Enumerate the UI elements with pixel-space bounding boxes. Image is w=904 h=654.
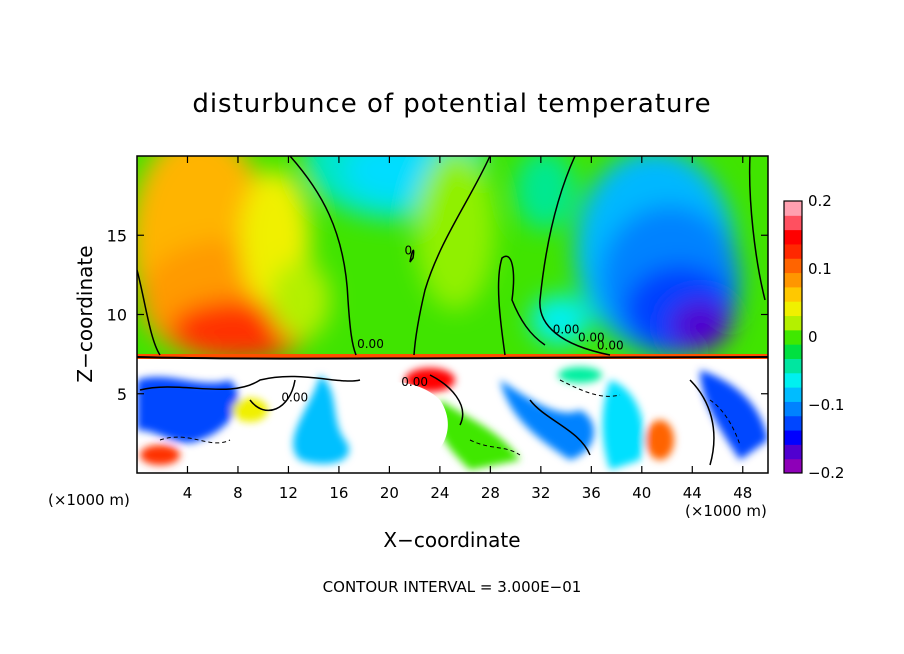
colorbar-swatch [784,215,802,231]
x-tick-label: 44 [683,484,702,502]
x-axis: 4 8 12 16 20 24 28 32 36 40 44 48 [183,156,752,502]
y-axis-title: Z−coordinate [73,245,97,382]
x-unit-left: (×1000 m) [48,491,130,509]
contour-label: 0.00 [281,391,308,405]
interface-layer [137,354,768,359]
x-tick-label: 16 [329,484,348,502]
contour-label: 0.00 [357,337,384,351]
colorbar-swatch [784,401,802,417]
x-tick-label: 12 [279,484,298,502]
x-tick-label: 48 [733,484,752,502]
x-tick-label: 36 [582,484,601,502]
lower-field [137,367,768,470]
x-tick-label: 20 [380,484,399,502]
colorbar-swatch [784,444,802,460]
colorbar-swatch [784,344,802,359]
colorbar-swatch [784,301,802,317]
chart-title: disturbunce of potential temperature [192,89,711,119]
colorbar-swatch [784,243,802,259]
contour-lines [137,156,768,466]
x-axis-title: X−coordinate [383,528,520,552]
plot-area [137,156,768,473]
x-tick-label: 28 [481,484,500,502]
colorbar-swatch [784,387,802,402]
x-tick-label: 4 [183,484,193,502]
x-unit-right: (×1000 m) [685,502,767,520]
colorbar-swatch [784,315,802,331]
colorbar-swatch [784,415,802,431]
lower-white-region [355,382,448,468]
contour-interval-note: CONTOUR INTERVAL = 3.000E−01 [323,578,582,596]
colorbar-tick-label: 0 [808,328,818,346]
x-tick-label: 32 [531,484,550,502]
y-axis: 5 10 15 [107,226,768,404]
colorbar-swatch [784,272,802,288]
colorbar-swatch [784,372,802,388]
colorbar-frame [783,200,803,474]
colorbar-swatch [784,329,802,345]
contour-label-group: 0.000.000.000.000.000.000 [281,243,623,404]
contour-label: 0 [405,243,413,257]
colorbar: 0.2 0.1 0 −0.1 −0.2 [783,192,844,482]
y-tick-label: 5 [117,385,127,404]
colorbar-tick-label: 0.1 [808,260,832,278]
colorbar-tick-label: −0.1 [808,396,844,414]
colorbar-tick-label: 0.2 [808,192,832,210]
x-tick-label: 24 [430,484,449,502]
colorbar-swatch [784,201,802,216]
colorbar-swatch [784,258,802,274]
negative-contours [159,379,741,456]
x-tick-label: 8 [233,484,243,502]
colorbar-swatch [784,229,802,245]
y-tick-label: 15 [107,226,127,245]
y-tick-label: 10 [107,306,127,325]
colorbar-swatch [784,458,802,474]
x-tick-label: 40 [632,484,651,502]
upper-field [137,156,740,360]
colorbar-swatch [784,286,802,302]
contour-label: 0.00 [597,338,624,352]
contour-label: 0.00 [401,375,428,389]
colorbar-swatch [784,430,802,445]
colorbar-swatch [784,358,802,374]
contour-label: 0.00 [578,330,605,344]
colorbar-tick-label: −0.2 [808,464,844,482]
contour-label: 0.00 [553,323,580,337]
